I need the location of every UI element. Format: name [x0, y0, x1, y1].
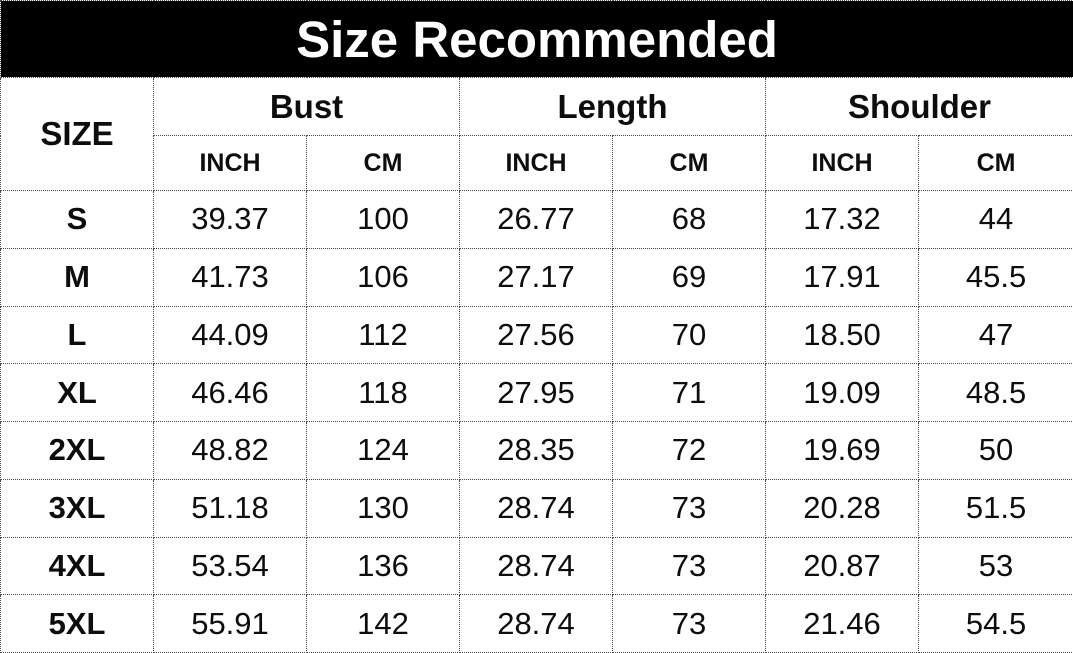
- table-row-2xl: 2XL 48.82 124 28.35 72 19.69 50: [0, 421, 1073, 480]
- shoulder-cm-value: 51.5: [917, 478, 1073, 538]
- length-inch-value: 28.35: [459, 421, 613, 480]
- bust-cm-value: 136: [306, 536, 460, 596]
- size-label: 2XL: [0, 421, 154, 480]
- length-inch-value: 26.77: [459, 190, 613, 249]
- size-label: 5XL: [0, 594, 154, 653]
- bust-inch-value: 55.91: [153, 594, 307, 653]
- shoulder-inch-value: 19.09: [765, 363, 919, 422]
- shoulder-cm-value: 47: [917, 305, 1073, 365]
- bust-cm-value: 118: [306, 363, 460, 422]
- page-title: Size Recommended: [0, 0, 1073, 78]
- length-inch-value: 27.56: [459, 305, 613, 365]
- group-header-row: SIZE Bust Length Shoulder: [0, 77, 1073, 191]
- length-cm-value: 69: [612, 247, 766, 307]
- table-row-l: L 44.09 112 27.56 70 18.50 47: [0, 305, 1073, 365]
- shoulder-inch-value: 17.32: [765, 190, 919, 249]
- size-label: 4XL: [0, 536, 154, 596]
- table-row-4xl: 4XL 53.54 136 28.74 73 20.87 53: [0, 536, 1073, 596]
- shoulder-cm-value: 44: [917, 190, 1073, 249]
- table-row-5xl: 5XL 55.91 142 28.74 73 21.46 54.5: [0, 594, 1073, 653]
- column-group-shoulder: Shoulder: [764, 77, 1073, 136]
- bust-inch-value: 41.73: [153, 247, 307, 307]
- bust-inch-value: 51.18: [153, 478, 307, 538]
- size-label: L: [0, 305, 154, 365]
- table-row-m: M 41.73 106 27.17 69 17.91 45.5: [0, 247, 1073, 307]
- size-label: 3XL: [0, 478, 154, 538]
- shoulder-cm-value: 53: [917, 536, 1073, 596]
- length-cm-value: 72: [612, 421, 766, 480]
- table-row-3xl: 3XL 51.18 130 28.74 73 20.28 51.5: [0, 478, 1073, 538]
- length-cm-value: 73: [612, 478, 766, 538]
- bust-inch-value: 39.37: [153, 190, 307, 249]
- column-group-length: Length: [459, 77, 766, 136]
- length-inch-value: 28.74: [459, 594, 613, 653]
- length-inch-value: 28.74: [459, 478, 613, 538]
- length-cm-value: 68: [612, 190, 766, 249]
- bust-cm-value: 130: [306, 478, 460, 538]
- size-label: S: [0, 190, 154, 249]
- length-cm-value: 73: [612, 594, 766, 653]
- column-header-size: SIZE: [0, 77, 154, 191]
- shoulder-inch-value: 21.46: [765, 594, 919, 653]
- shoulder-inch-value: 20.28: [765, 478, 919, 538]
- shoulder-cm-value: 54.5: [917, 594, 1073, 653]
- shoulder-inch-value: 20.87: [765, 536, 919, 596]
- bust-cm-value: 112: [306, 305, 460, 365]
- bust-inch-value: 48.82: [153, 421, 307, 480]
- unit-header-length-inch: INCH: [459, 135, 613, 191]
- length-inch-value: 27.95: [459, 363, 613, 422]
- size-label: M: [0, 247, 154, 307]
- shoulder-cm-value: 48.5: [917, 363, 1073, 422]
- table-row-xl: XL 46.46 118 27.95 71 19.09 48.5: [0, 363, 1073, 422]
- shoulder-inch-value: 19.69: [765, 421, 919, 480]
- bust-inch-value: 46.46: [153, 363, 307, 422]
- length-cm-value: 73: [612, 536, 766, 596]
- unit-header-bust-cm: CM: [306, 135, 460, 191]
- unit-header-row: INCH CM INCH CM INCH CM: [1, 135, 1073, 191]
- shoulder-cm-value: 45.5: [917, 247, 1073, 307]
- bust-cm-value: 100: [306, 190, 460, 249]
- unit-header-shoulder-inch: INCH: [765, 135, 919, 191]
- length-inch-value: 28.74: [459, 536, 613, 596]
- length-cm-value: 71: [612, 363, 766, 422]
- shoulder-inch-value: 18.50: [765, 305, 919, 365]
- length-inch-value: 27.17: [459, 247, 613, 307]
- table-row-s: S 39.37 100 26.77 68 17.32 44: [0, 190, 1073, 249]
- bust-cm-value: 124: [306, 421, 460, 480]
- shoulder-cm-value: 50: [917, 421, 1073, 480]
- length-cm-value: 70: [612, 305, 766, 365]
- unit-header-shoulder-cm: CM: [917, 135, 1073, 191]
- unit-header-bust-inch: INCH: [153, 135, 307, 191]
- column-group-bust: Bust: [153, 77, 460, 136]
- unit-header-length-cm: CM: [612, 135, 766, 191]
- bust-cm-value: 106: [306, 247, 460, 307]
- bust-inch-value: 44.09: [153, 305, 307, 365]
- title-banner: Size Recommended: [0, 0, 1073, 78]
- size-label: XL: [0, 363, 154, 422]
- bust-inch-value: 53.54: [153, 536, 307, 596]
- shoulder-inch-value: 17.91: [765, 247, 919, 307]
- bust-cm-value: 142: [306, 594, 460, 653]
